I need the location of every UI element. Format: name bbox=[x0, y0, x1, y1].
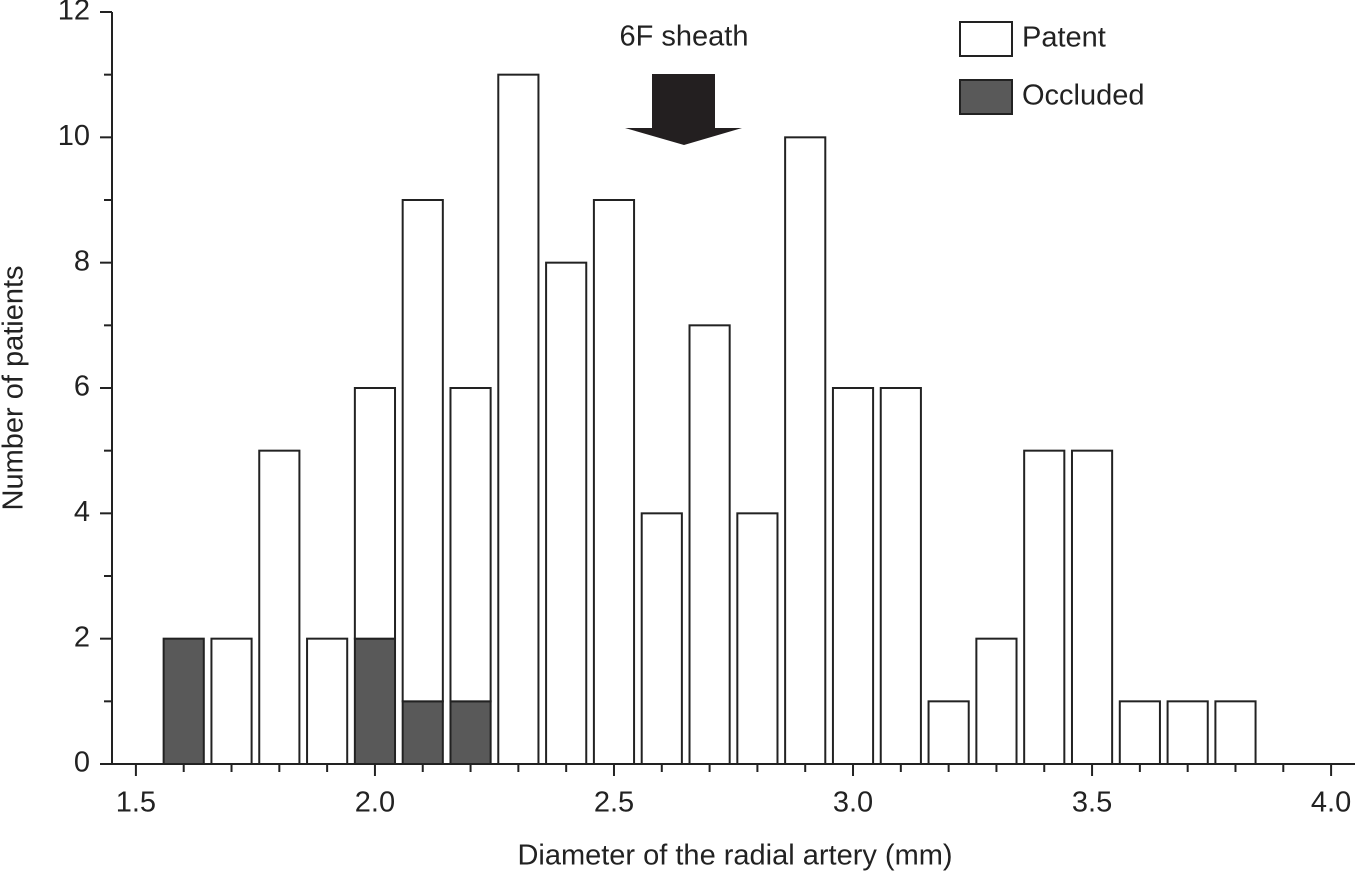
legend-label: Patent bbox=[1022, 22, 1106, 54]
bar bbox=[1070, 449, 1114, 765]
x-axis-title: Diameter of the radial artery (mm) bbox=[517, 840, 952, 872]
x-tick-label: 4.0 bbox=[1311, 787, 1351, 819]
bar bbox=[1118, 700, 1161, 765]
bar bbox=[353, 387, 397, 640]
annotation: 6F sheath bbox=[620, 21, 749, 53]
bar bbox=[879, 387, 922, 765]
x-tick-label: 1.5 bbox=[116, 787, 156, 819]
bar bbox=[640, 512, 683, 765]
y-tick-label: 4 bbox=[74, 496, 90, 528]
x-tick-label: 3.0 bbox=[833, 787, 873, 819]
bar bbox=[784, 136, 827, 766]
bar bbox=[1214, 700, 1257, 765]
bar bbox=[210, 637, 253, 766]
bar bbox=[688, 324, 731, 765]
y-tick-label: 2 bbox=[74, 621, 90, 653]
legend-label: Occluded bbox=[1022, 80, 1145, 112]
bar bbox=[449, 387, 492, 703]
legend-swatch bbox=[959, 21, 1013, 57]
legend-swatch bbox=[959, 79, 1013, 115]
bar bbox=[353, 637, 397, 766]
y-tick-label: 8 bbox=[74, 245, 90, 277]
bar bbox=[831, 387, 875, 765]
x-tick-label: 3.5 bbox=[1072, 787, 1112, 819]
bar bbox=[1166, 700, 1209, 765]
bar bbox=[592, 199, 636, 765]
bar bbox=[927, 700, 970, 765]
bar bbox=[258, 449, 301, 765]
annotation-arrow bbox=[625, 74, 742, 145]
bar bbox=[401, 199, 444, 703]
bar bbox=[545, 261, 588, 765]
x-tick-label: 2.0 bbox=[355, 787, 395, 819]
y-tick-label: 12 bbox=[58, 0, 90, 27]
bar bbox=[162, 637, 205, 766]
y-axis-title: Number of patients bbox=[0, 265, 30, 510]
y-tick-label: 6 bbox=[74, 371, 90, 403]
y-tick-label: 0 bbox=[74, 747, 90, 779]
bar bbox=[306, 637, 349, 766]
y-tick-label: 10 bbox=[58, 120, 90, 152]
bar bbox=[401, 700, 444, 765]
bar bbox=[736, 512, 779, 765]
x-tick-label: 2.5 bbox=[594, 787, 634, 819]
bar bbox=[975, 637, 1018, 766]
bar bbox=[449, 700, 492, 765]
bar bbox=[497, 73, 540, 765]
bar bbox=[1023, 449, 1066, 765]
